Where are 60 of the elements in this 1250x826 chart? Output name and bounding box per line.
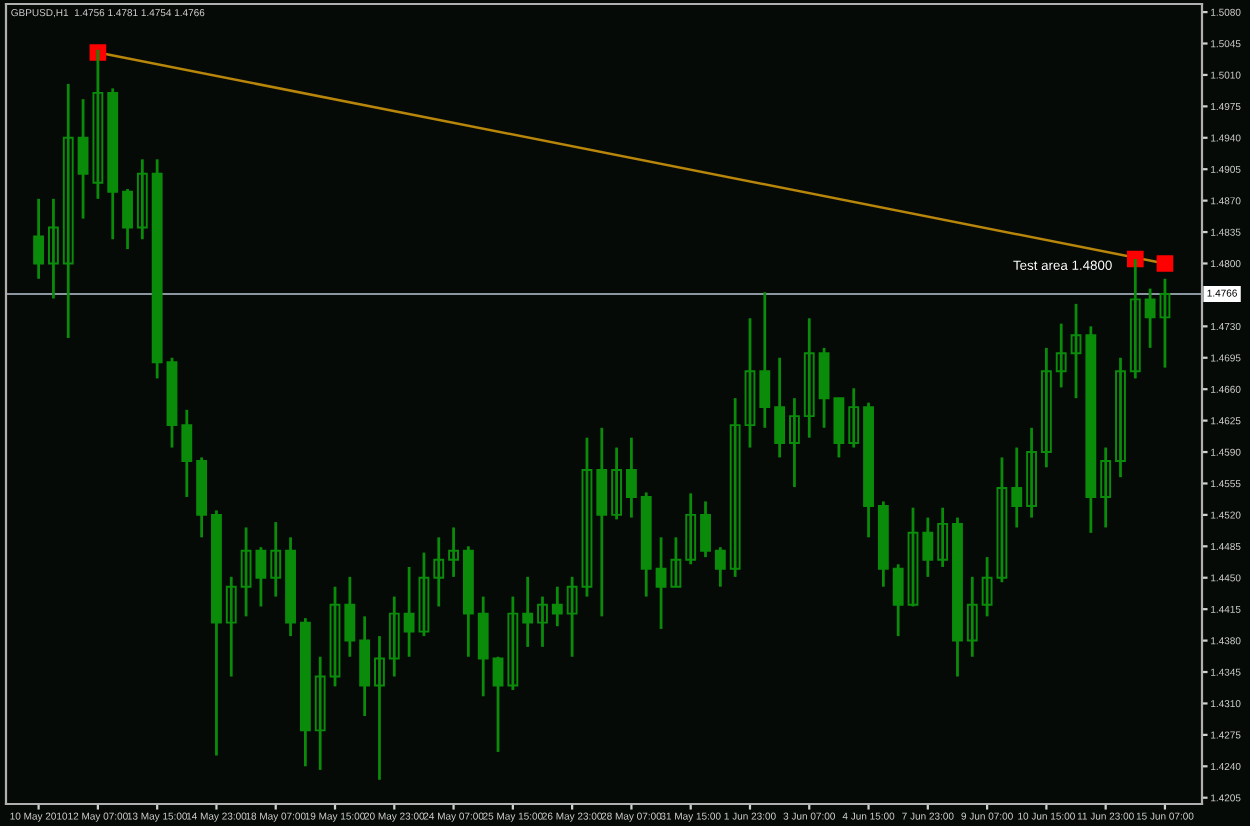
candlestick [892,562,904,638]
candlestick [314,655,326,772]
candlestick [418,551,430,638]
candlestick [1040,346,1052,469]
candlestick [596,426,608,618]
candlestick [966,575,978,659]
candlestick [611,446,623,521]
candlestick [803,316,815,440]
candlestick [581,436,593,598]
candlestick [996,456,1008,584]
candlestick [685,491,697,566]
candlestick [1070,302,1082,400]
candlestick [122,187,133,251]
candlestick [907,506,919,608]
candlestick [507,595,519,692]
candlestick [1100,446,1112,529]
candlestick [448,526,459,579]
candlestick [551,585,563,628]
candlestick [92,48,104,201]
candlestick [329,585,341,688]
candlestick [789,396,800,489]
candlestick [359,614,371,718]
candlestick [700,500,711,559]
candlestick [1026,426,1037,519]
candlestick [388,595,400,678]
candlestick [566,575,578,659]
point [1156,255,1174,272]
candlestick [537,595,548,649]
candlestick [48,197,59,300]
candlestick [981,555,993,618]
candlestick [774,356,786,459]
candlestick [744,316,756,449]
candlestick [1159,277,1171,370]
candlestick [759,290,771,430]
candlestick [522,575,534,649]
candlestick [344,575,356,659]
candlestick [403,565,415,659]
candlestick [937,506,949,569]
candlestick [1055,322,1067,389]
candlestick [922,516,934,579]
candlestick [433,535,445,608]
candlestick [714,545,726,589]
candlestick [655,535,667,631]
candlestick [374,634,385,782]
candlestick [77,97,89,220]
candlestick [33,197,45,281]
candlestick [1144,287,1156,350]
candlestick [670,535,682,589]
candlestick [626,436,637,519]
candlestick [729,396,741,579]
candlestick [62,82,74,340]
candlestick [477,595,489,698]
candlestick [1011,446,1023,529]
candlestick [225,575,237,678]
candlestick [492,655,504,754]
candlestick [270,520,282,598]
candlestick [136,157,148,241]
candlestick [181,408,193,499]
candlestick [1115,356,1126,479]
candlestick [848,386,860,449]
